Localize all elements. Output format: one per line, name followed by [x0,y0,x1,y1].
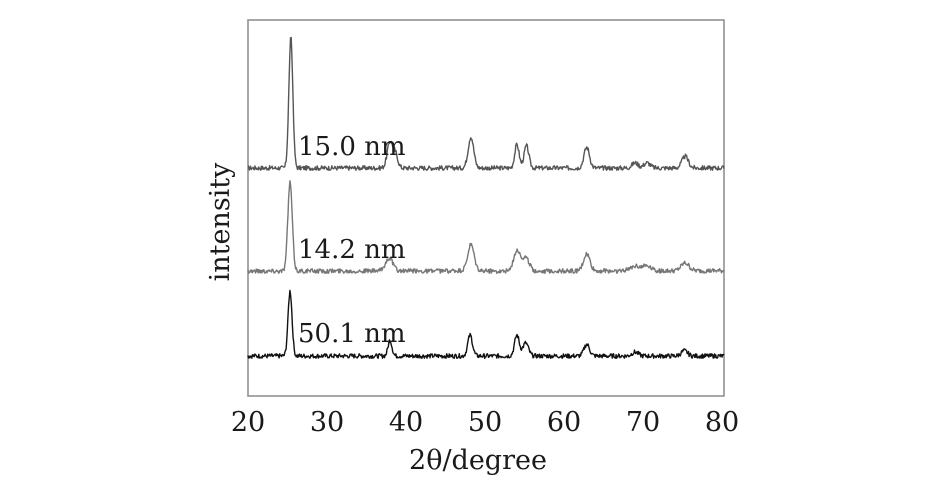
series-label-50-1-nm: 50.1 nm [298,319,406,349]
series-line-15-0-nm [247,36,725,171]
x-tick-label: 70 [626,407,660,438]
series-traces [247,36,725,359]
x-tick-label: 80 [705,407,739,438]
y-axis-title: intensity [205,162,236,282]
series-line-50-1-nm [247,289,725,359]
x-tick-label: 20 [231,407,265,438]
series-label-15-0-nm: 15.0 nm [298,132,406,162]
x-tick-label: 50 [468,407,502,438]
plot-frame [247,19,725,397]
x-axis-ticks: 20 30 40 50 60 70 80 [231,407,739,438]
x-tick-label: 40 [389,407,423,438]
x-axis-title: 2θ/degree [409,445,547,476]
x-tick-label: 30 [310,407,344,438]
series-label-14-2-nm: 14.2 nm [298,235,406,265]
x-tick-label: 60 [547,407,581,438]
series-line-14-2-nm [247,180,725,274]
